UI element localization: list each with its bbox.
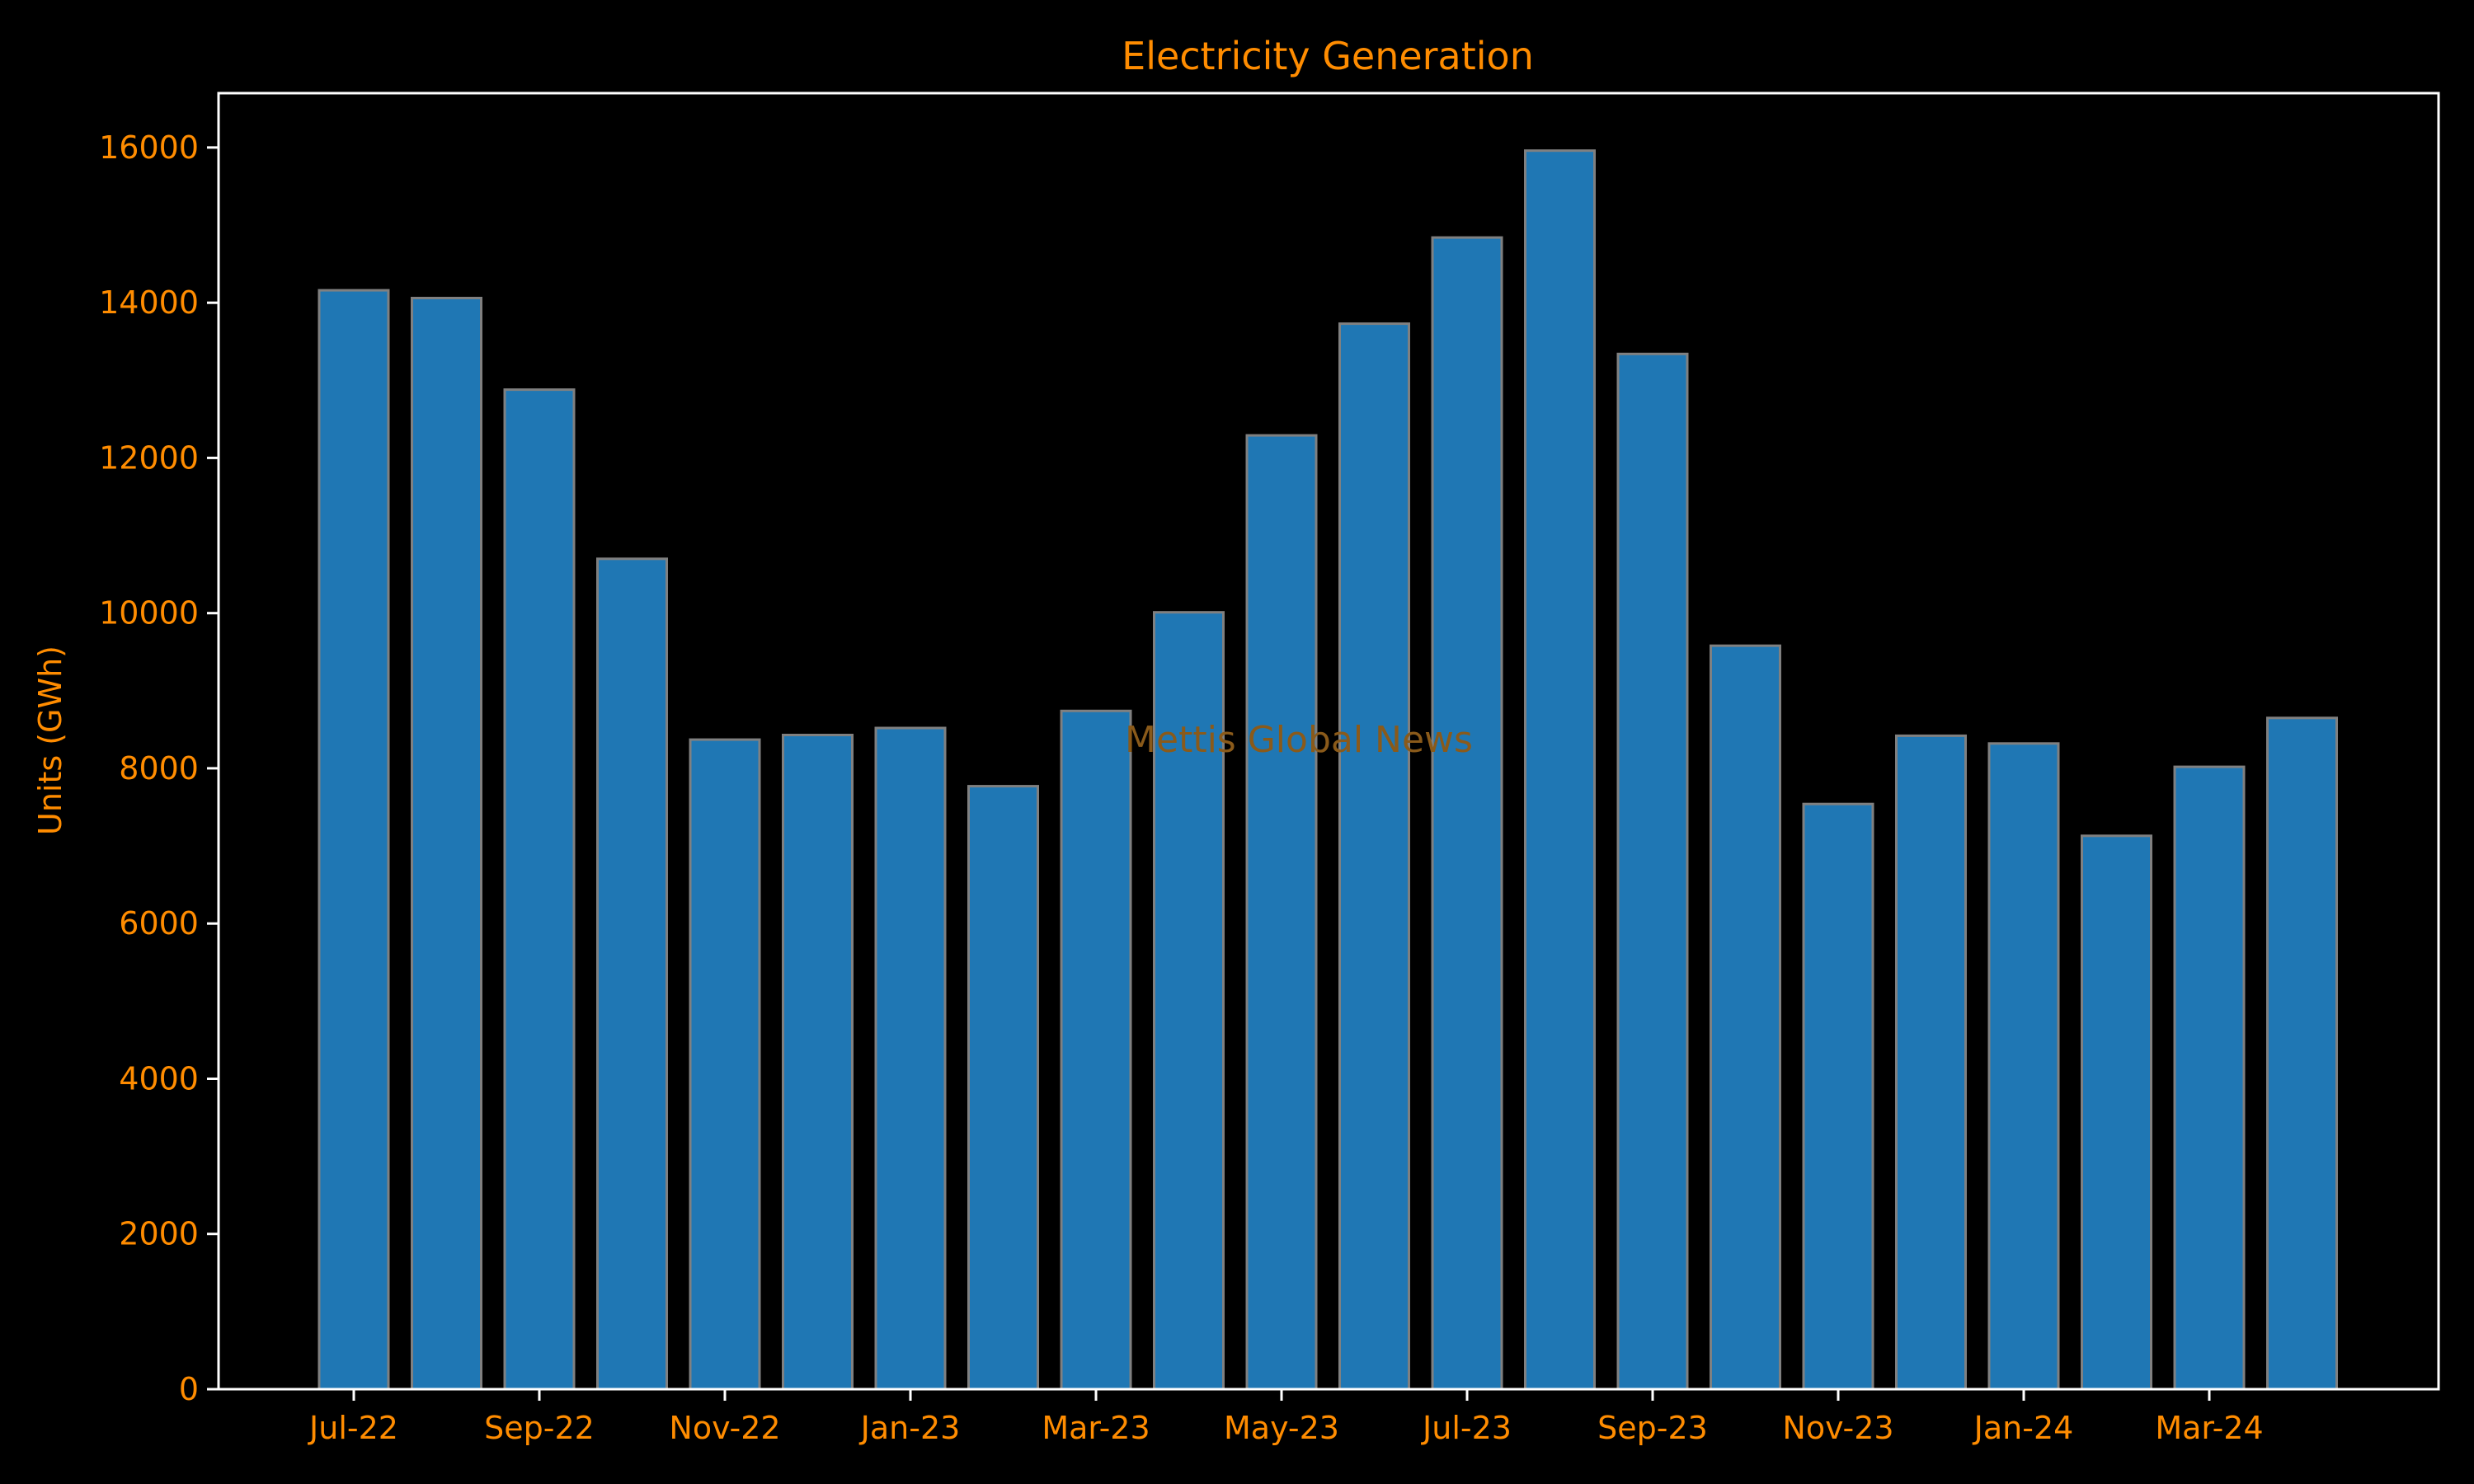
y-tick-label: 0 [179,1371,199,1407]
x-tick-label: Mar-24 [2155,1410,2263,1446]
x-tick-label: Sep-22 [484,1410,595,1446]
bar-feb-23 [969,787,1038,1389]
y-tick-label: 8000 [119,750,199,787]
y-tick-label: 2000 [119,1216,199,1252]
bar-sep-23 [1618,354,1687,1389]
bar-jun-23 [1340,324,1409,1389]
y-axis-label: Units (GWh) [32,646,68,835]
watermark-text: Mettis Global News [1125,719,1473,761]
electricity-generation-chart: Electricity Generation Units (GWh) 0 2000… [0,0,2474,1484]
x-tick-label: Mar-23 [1042,1410,1150,1446]
bar-oct-22 [598,559,667,1389]
y-tick-label: 14000 [99,284,199,321]
bar-nov-23 [1804,804,1873,1389]
x-tick-label: May-23 [1224,1410,1339,1446]
x-tick-label: Jan-23 [859,1410,961,1446]
bar-dec-23 [1897,735,1966,1389]
bar-mar-24 [2175,767,2244,1389]
bar-jan-24 [1989,744,2058,1389]
bar-sep-22 [505,390,574,1389]
bar-jul-23 [1432,237,1502,1389]
bar-nov-22 [690,740,760,1389]
bar-aug-23 [1526,151,1595,1389]
x-tick-label: Jan-24 [1973,1410,2074,1446]
bar-dec-22 [783,735,853,1390]
bar-jan-23 [876,728,945,1389]
y-tick-label: 4000 [119,1061,199,1097]
x-tick-label: Nov-22 [669,1410,780,1446]
bar-oct-23 [1711,646,1780,1389]
x-tick-label: Nov-23 [1782,1410,1893,1446]
bar-feb-24 [2082,836,2152,1389]
bar-mar-23 [1061,711,1131,1389]
bar-aug-22 [412,298,482,1390]
bar-may-23 [1247,435,1316,1389]
chart-title: Electricity Generation [1122,34,1534,78]
x-tick-label: Jul-23 [1421,1410,1512,1446]
y-tick-label: 16000 [99,129,199,166]
y-tick-label: 12000 [99,439,199,476]
bar-apr-24 [2268,718,2337,1389]
y-tick-label: 6000 [119,905,199,942]
x-tick-label: Sep-23 [1597,1410,1708,1446]
y-tick-label: 10000 [99,595,199,632]
bar-jul-22 [319,290,388,1389]
x-tick-label: Jul-22 [308,1410,398,1446]
